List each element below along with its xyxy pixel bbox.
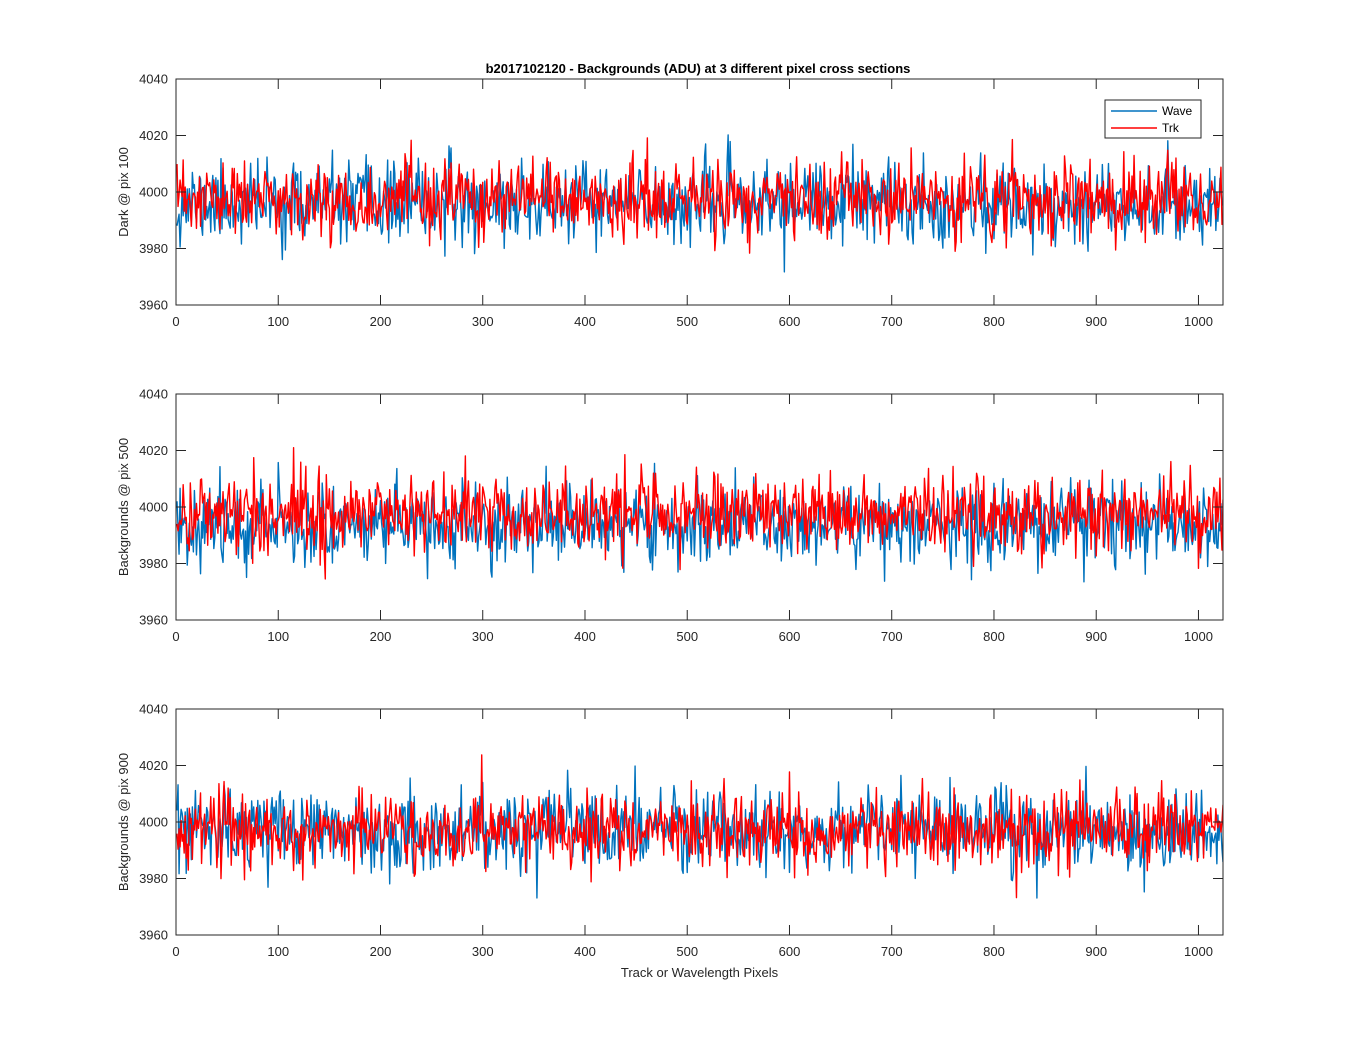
legend-label-trk: Trk	[1162, 121, 1180, 135]
x-tick-label: 200	[370, 314, 392, 329]
series-group	[176, 754, 1223, 899]
y-tick-label: 4000	[139, 185, 168, 200]
x-tick-label: 1000	[1184, 629, 1213, 644]
x-tick-label: 500	[676, 944, 698, 959]
y-tick-label: 4000	[139, 500, 168, 515]
y-tick-label: 4040	[139, 387, 168, 402]
x-tick-label: 1000	[1184, 314, 1213, 329]
panel-1: 0 100 200 300 400 500 600 700 800 900 1000 3960 3980…	[116, 72, 1224, 329]
x-tick-label: 800	[983, 314, 1005, 329]
x-tick-label: 700	[881, 944, 903, 959]
legend: Wave Trk	[1104, 99, 1202, 139]
x-tick-label: 400	[574, 629, 596, 644]
x-tick-label: 300	[472, 629, 494, 644]
series-line-wave	[176, 461, 1223, 583]
x-tick-label: 300	[472, 944, 494, 959]
series-group	[176, 447, 1223, 583]
series-group	[176, 134, 1223, 273]
y-tick-label: 3980	[139, 871, 168, 886]
x-tick-label: 200	[370, 629, 392, 644]
x-tick-label: 700	[881, 314, 903, 329]
x-tick-label: 400	[574, 944, 596, 959]
x-tick-label: 200	[370, 944, 392, 959]
y-tick-label: 4020	[139, 128, 168, 143]
panel-3: 0 100 200 300 400 500 600 700 800 900 1000 3960 3980…	[116, 702, 1224, 980]
y-tick-label: 3980	[139, 556, 168, 571]
panel-2: 0 100 200 300 400 500 600 700 800 900 1000 3960 3980…	[116, 387, 1224, 644]
series-line-trk	[176, 754, 1223, 899]
legend-label-wave: Wave	[1162, 104, 1193, 118]
x-tick-label: 100	[267, 314, 289, 329]
legend-box	[1104, 99, 1202, 139]
x-tick-label: 600	[779, 629, 801, 644]
x-tick-label: 900	[1085, 629, 1107, 644]
y-tick-label: 4000	[139, 815, 168, 830]
series-line-trk	[176, 137, 1223, 254]
y-tick-label: 4040	[139, 702, 168, 717]
x-tick-label: 0	[172, 944, 179, 959]
y-tick-label: 4020	[139, 443, 168, 458]
y-tick-label: 3960	[139, 928, 168, 943]
x-tick-label: 900	[1085, 314, 1107, 329]
x-tick-label: 800	[983, 944, 1005, 959]
x-axis-label: Track or Wavelength Pixels	[621, 965, 779, 980]
y-tick-label: 4020	[139, 758, 168, 773]
x-tick-label: 100	[267, 629, 289, 644]
x-tick-label: 100	[267, 944, 289, 959]
x-tick-label: 700	[881, 629, 903, 644]
x-tick-label: 900	[1085, 944, 1107, 959]
x-tick-label: 600	[779, 944, 801, 959]
y-tick-label: 3960	[139, 613, 168, 628]
panels: 0 100 200 300 400 500 600 700 800 900 100039603980…	[116, 72, 1224, 980]
x-tick-label: 800	[983, 629, 1005, 644]
chart-title: b2017102120 - Backgrounds (ADU) at 3 dif…	[486, 61, 911, 76]
x-tick-label: 0	[172, 629, 179, 644]
x-tick-label: 600	[779, 314, 801, 329]
series-line-trk	[176, 447, 1223, 580]
y-axis-label: Backgrounds @ pix 500	[116, 438, 131, 576]
y-tick-label: 3980	[139, 241, 168, 256]
y-tick-label: 4040	[139, 72, 168, 87]
x-tick-label: 1000	[1184, 944, 1213, 959]
x-tick-label: 500	[676, 314, 698, 329]
y-axis-label: Dark @ pix 100	[116, 147, 131, 237]
x-tick-label: 500	[676, 629, 698, 644]
x-tick-label: 300	[472, 314, 494, 329]
x-tick-label: 0	[172, 314, 179, 329]
y-tick-label: 3960	[139, 298, 168, 313]
x-tick-label: 400	[574, 314, 596, 329]
y-axis-label: Backgrounds @ pix 900	[116, 753, 131, 891]
